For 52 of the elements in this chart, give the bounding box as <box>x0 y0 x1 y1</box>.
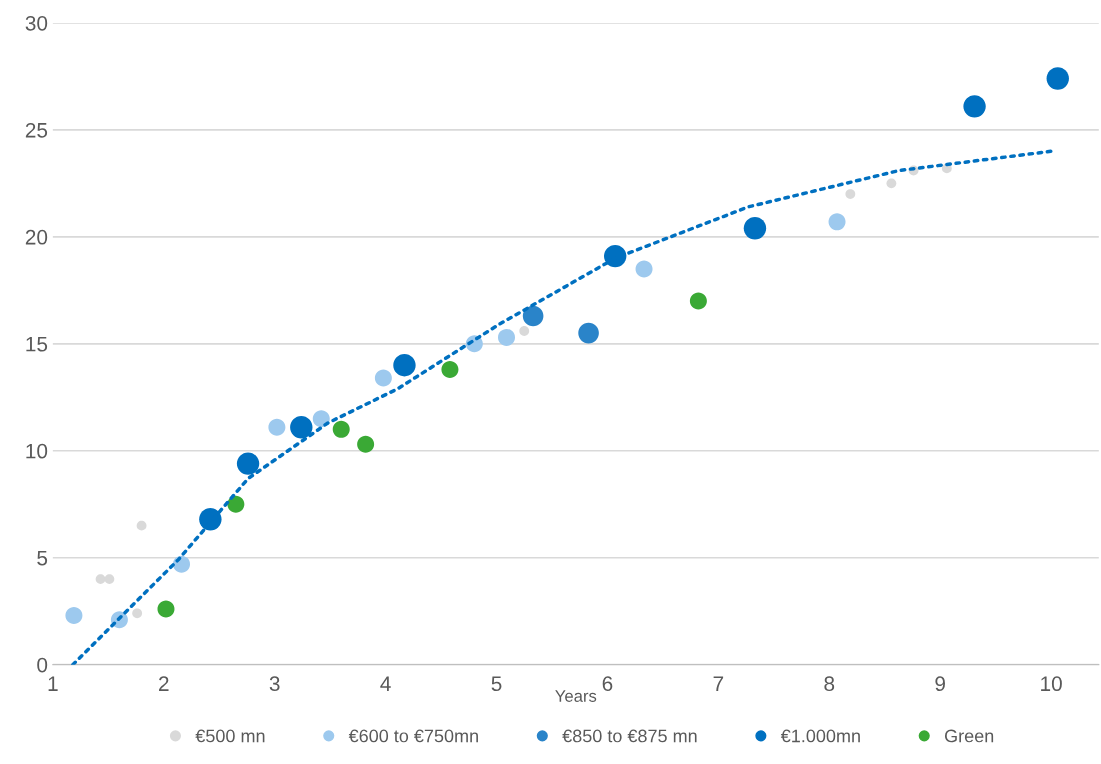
point <box>95 574 106 585</box>
point <box>578 322 599 344</box>
point <box>374 369 392 387</box>
legend-label: Green <box>944 729 994 743</box>
point <box>157 600 175 618</box>
point <box>963 95 986 118</box>
point <box>743 217 767 240</box>
x-tick-label: 3 <box>269 676 280 692</box>
y-tick-label: 5 <box>37 550 48 566</box>
point <box>635 260 653 278</box>
x-axis-title: Years <box>555 690 597 702</box>
x-tick-label: 5 <box>491 676 502 692</box>
y-tick-label: 0 <box>37 657 48 673</box>
point <box>104 574 115 585</box>
legend-label: €1.000mn <box>780 729 860 743</box>
legend-label: €850 to €875 mn <box>562 729 697 743</box>
y-tick-label: 30 <box>25 15 48 31</box>
point <box>886 178 897 189</box>
point <box>522 305 544 327</box>
x-tick-label: 10 <box>1041 676 1062 692</box>
point <box>845 189 856 199</box>
point <box>332 420 350 438</box>
point <box>312 410 330 428</box>
x-tick-label: 8 <box>824 676 835 692</box>
point <box>1046 67 1069 90</box>
point <box>227 495 245 513</box>
point <box>290 416 313 439</box>
point <box>357 435 375 453</box>
x-tick-label: 1 <box>48 676 58 691</box>
y-tick-label: 15 <box>26 337 48 352</box>
point <box>441 360 459 378</box>
y-tick-label: 25 <box>25 122 48 138</box>
x-tick-label: 6 <box>602 676 613 692</box>
x-tick-label: 7 <box>713 676 724 691</box>
point <box>65 606 83 624</box>
legend-label: €500 mn <box>195 729 265 743</box>
point <box>689 292 707 310</box>
x-tick-label: 9 <box>935 676 945 692</box>
point <box>393 353 416 377</box>
point <box>136 520 147 531</box>
x-tick-label: 2 <box>159 676 169 691</box>
point <box>132 608 143 619</box>
line-series <box>71 149 1053 665</box>
x-tick-label: 4 <box>380 676 391 691</box>
y-tick-label: 20 <box>25 229 48 245</box>
point <box>236 452 260 475</box>
point <box>519 326 530 336</box>
y-tick-label: 10 <box>26 443 48 459</box>
point <box>268 418 286 436</box>
legend-label: €600 to €750mn <box>348 729 478 743</box>
point <box>497 328 516 346</box>
point <box>828 213 846 231</box>
